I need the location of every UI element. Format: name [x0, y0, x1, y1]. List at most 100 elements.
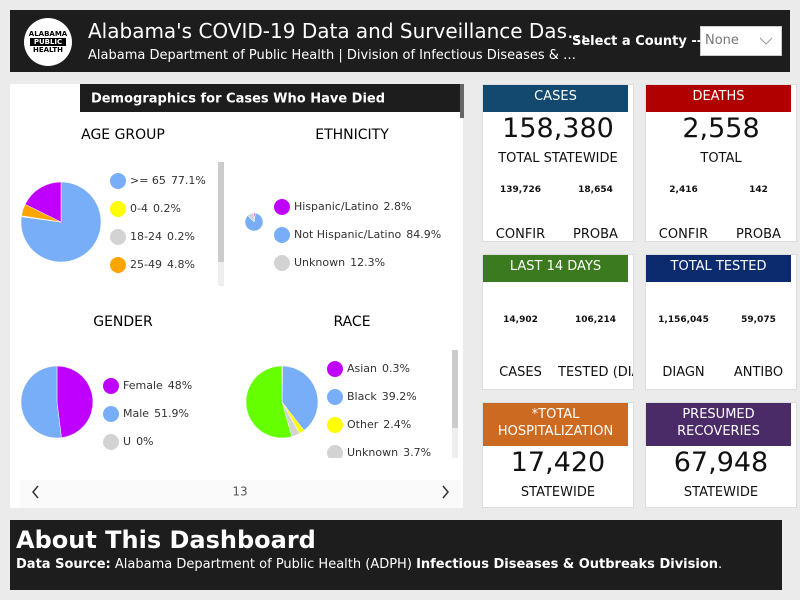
legend-swatch	[103, 378, 119, 394]
legend-value: 2.4%	[383, 418, 411, 431]
stat-card: PRESUMED RECOVERIES 67,948 STATEWIDE	[645, 402, 797, 508]
card-title: CASES	[483, 85, 628, 112]
next-button[interactable]	[442, 485, 449, 499]
card-label: STATEWIDE	[520, 485, 596, 500]
legend-swatch	[110, 257, 126, 273]
stat-card: LAST 14 DAYS 14,902 CASES 106,214 TESTED (DI…	[482, 254, 634, 390]
about-bar: About This Dashboard Data Source: Alabam…	[10, 520, 782, 590]
legend-entry: 18-24 0.2%	[130, 230, 195, 243]
stat-card: CASES 158,380 TOTAL STATEWIDE 139,726 CONFIR…	[482, 84, 634, 242]
pie-slice	[24, 181, 62, 223]
card-sub-label: DIAGN	[662, 365, 705, 380]
card-title: LAST 14 DAYS	[483, 255, 628, 282]
card-sub-label: PROBA	[573, 227, 618, 242]
legend-value: 12.3%	[350, 256, 385, 269]
county-label: Select a County -->	[572, 34, 714, 49]
legend-label: Asian	[347, 362, 377, 375]
legend-entry: Female 48%	[123, 379, 192, 392]
legend-swatch	[274, 255, 290, 271]
legend-entry: Unknown 12.3%	[294, 256, 385, 269]
legend-value: 0.3%	[382, 362, 410, 375]
header-bar: ALABAMA PUBLIC HEALTH Alabama's COVID-19…	[10, 10, 790, 72]
prev-button[interactable]	[32, 485, 39, 499]
legend-value: 77.1%	[171, 174, 206, 187]
subtitle: Alabama Department of Public Health | Di…	[88, 48, 577, 63]
card-sub-label: ANTIBO	[733, 365, 784, 380]
legend-label: Unknown	[294, 256, 345, 269]
legend: Female 48% Male 51.9% U 0%	[103, 378, 192, 450]
legend-swatch	[274, 227, 290, 243]
legend-value: 3.7%	[403, 446, 431, 459]
card-sub-value: 59,075	[741, 315, 776, 325]
card-value: 2,558	[682, 113, 760, 144]
legend-entry: >= 65 77.1%	[130, 174, 206, 187]
legend-label: 18-24	[130, 230, 162, 243]
legend-label: Female	[123, 379, 163, 392]
pie-slice	[20, 365, 62, 439]
legend-value: 0.2%	[153, 202, 181, 215]
legend: >= 65 77.1% 0-4 0.2% 18-24 0.2% 25-49 4.8%	[110, 173, 206, 273]
legend-entry: Black 39.2%	[347, 390, 417, 403]
page-number: 13	[232, 485, 247, 499]
card-label: STATEWIDE	[683, 485, 759, 500]
card-label: TOTAL	[700, 151, 742, 165]
pie-slice	[281, 365, 319, 431]
chart-title: AGE GROUP	[81, 127, 165, 143]
about-title: About This Dashboard	[16, 526, 316, 554]
logo-line: ALABAMA	[28, 30, 68, 38]
end: .	[718, 557, 723, 572]
card-sub-value: 142	[749, 185, 768, 195]
source-label: Data Source:	[16, 557, 111, 572]
legend: Asian 0.3% Black 39.2% Other 2.4% Unknown 3.7%	[327, 361, 431, 459]
logo-line: PUBLIC	[30, 38, 66, 46]
legend-swatch	[103, 406, 119, 422]
legend-swatch	[110, 229, 126, 245]
scrollbar-thumb	[218, 162, 224, 262]
card-value: 67,948	[673, 447, 769, 478]
card-sub-value: 106,214	[575, 315, 616, 325]
county-dropdown[interactable]: None	[700, 26, 782, 56]
legend-swatch	[327, 361, 343, 377]
card-title: *TOTAL HOSPITALIZATION	[483, 403, 628, 446]
legend-value: 2.8%	[384, 200, 412, 213]
demographics-panel	[10, 84, 463, 508]
card-sub-label: CONFIR	[658, 227, 709, 242]
card-sub-value: 18,654	[578, 185, 613, 195]
pie-slice	[56, 365, 94, 439]
scrollbar-thumb	[452, 350, 458, 428]
legend-entry: 0-4 0.2%	[130, 202, 181, 215]
panel-title: Demographics for Cases Who Have Died	[91, 92, 385, 107]
chevron	[759, 37, 773, 45]
legend-value: 0%	[136, 435, 153, 448]
legend-value: 48%	[168, 379, 192, 392]
legend-value: 4.8%	[167, 258, 195, 271]
legend-value: 51.9%	[154, 407, 189, 420]
card-sub-label: PROBA	[736, 227, 781, 242]
legend-entry: 25-49 4.8%	[130, 258, 195, 271]
card-title: TOTAL TESTED	[646, 255, 791, 282]
legend-swatch	[274, 199, 290, 215]
legend-label: Unknown	[347, 446, 398, 459]
card-value: 17,420	[510, 447, 606, 478]
legend-label: 25-49	[130, 258, 162, 271]
legend-entry: U 0%	[123, 435, 154, 448]
title: Alabama's COVID-19 Data and Surveillance…	[88, 19, 587, 43]
card-sub-value: 1,156,045	[658, 315, 709, 325]
card-title: PRESUMED RECOVERIES	[646, 403, 791, 446]
legend-swatch	[110, 173, 126, 189]
panel-header	[80, 84, 460, 112]
card-value: 158,380	[502, 113, 614, 144]
legend-entry: Asian 0.3%	[347, 362, 410, 375]
card-label: TOTAL STATEWIDE	[498, 151, 618, 165]
legend-entry: Not Hispanic/Latino 84.9%	[294, 228, 441, 241]
pie-slice	[247, 212, 255, 223]
legend-label: >= 65	[130, 174, 166, 187]
card-sub-value: 2,416	[669, 185, 698, 195]
legend-value: 84.9%	[406, 228, 441, 241]
logo: ALABAMA PUBLIC HEALTH	[24, 18, 72, 66]
card-sub-label: CONFIR	[495, 227, 546, 242]
legend-label: Other	[347, 418, 379, 431]
stat-card: *TOTAL HOSPITALIZATION 17,420 STATEWIDE	[482, 402, 634, 508]
